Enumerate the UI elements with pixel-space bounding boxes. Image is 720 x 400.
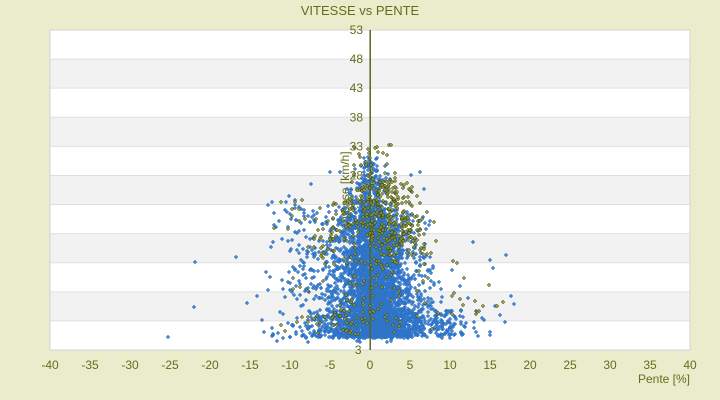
svg-text:-20: -20 [201, 358, 219, 372]
svg-text:3: 3 [355, 343, 362, 357]
svg-text:10: 10 [443, 358, 457, 372]
svg-text:48: 48 [350, 52, 364, 66]
svg-text:-5: -5 [325, 358, 336, 372]
svg-text:38: 38 [350, 110, 364, 124]
svg-text:-15: -15 [241, 358, 259, 372]
svg-text:40: 40 [683, 358, 697, 372]
svg-text:15: 15 [483, 358, 497, 372]
svg-text:0: 0 [367, 358, 374, 372]
svg-text:-40: -40 [41, 358, 59, 372]
svg-text:Pente [%]: Pente [%] [638, 372, 690, 386]
svg-text:-30: -30 [121, 358, 139, 372]
svg-text:35: 35 [643, 358, 657, 372]
svg-text:-35: -35 [81, 358, 99, 372]
svg-text:5: 5 [407, 358, 414, 372]
svg-text:30: 30 [603, 358, 617, 372]
svg-text:53: 53 [350, 23, 364, 37]
svg-text:-25: -25 [161, 358, 179, 372]
svg-text:25: 25 [563, 358, 577, 372]
svg-text:20: 20 [523, 358, 537, 372]
svg-text:33: 33 [350, 139, 364, 153]
svg-text:43: 43 [350, 81, 364, 95]
svg-text:28: 28 [350, 168, 364, 182]
svg-text:VITESSE vs PENTE: VITESSE vs PENTE [301, 3, 420, 18]
svg-text:-10: -10 [281, 358, 299, 372]
